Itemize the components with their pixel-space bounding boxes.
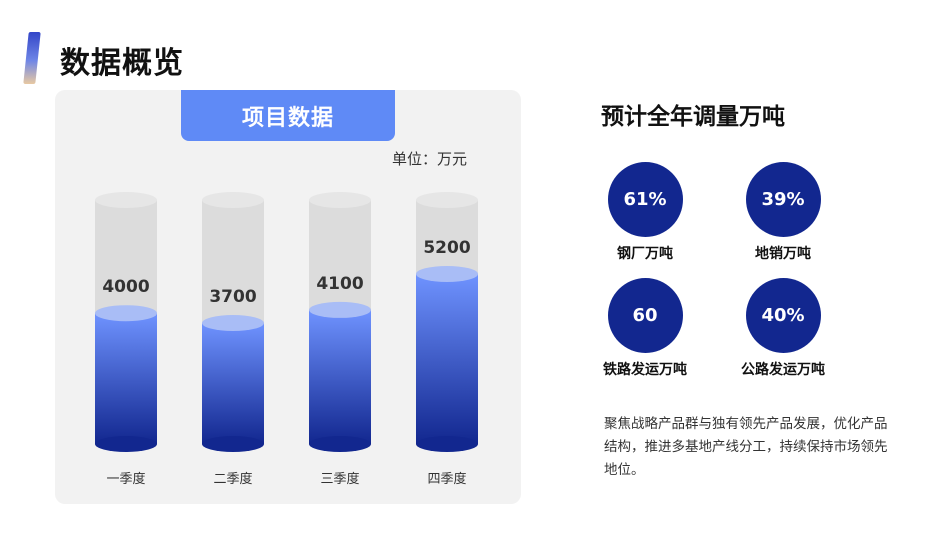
description-text: 聚焦战略产品群与独有领先产品发展，优化产品结构，推进多基地产线分工，持续保持市场… [604,416,888,478]
stat-label: 钢厂万吨 [617,246,673,262]
stat-road-shipping: 40% 公路发运万吨 [723,278,843,379]
stat-value-circle: 39% [745,162,821,237]
title-accent-bar [23,32,41,84]
stat-steel-plant: 61% 钢厂万吨 [585,162,705,263]
stat-value-circle: 40% [745,278,821,353]
stat-value-circle: 60 [607,278,683,353]
panel-tab-label: 项目数据 [181,90,395,141]
stat-label: 地销万吨 [755,246,811,262]
stat-local-sales: 39% 地销万吨 [723,162,843,263]
page-title: 数据概览 [60,46,184,81]
stat-value-circle: 61% [607,162,683,237]
stat-label: 铁路发运万吨 [603,362,687,378]
stat-label: 公路发运万吨 [741,362,825,378]
unit-label: 单位：万元 [392,150,468,168]
right-title: 预计全年调量万吨 [601,104,785,130]
stat-rail-shipping: 60 铁路发运万吨 [585,278,705,379]
